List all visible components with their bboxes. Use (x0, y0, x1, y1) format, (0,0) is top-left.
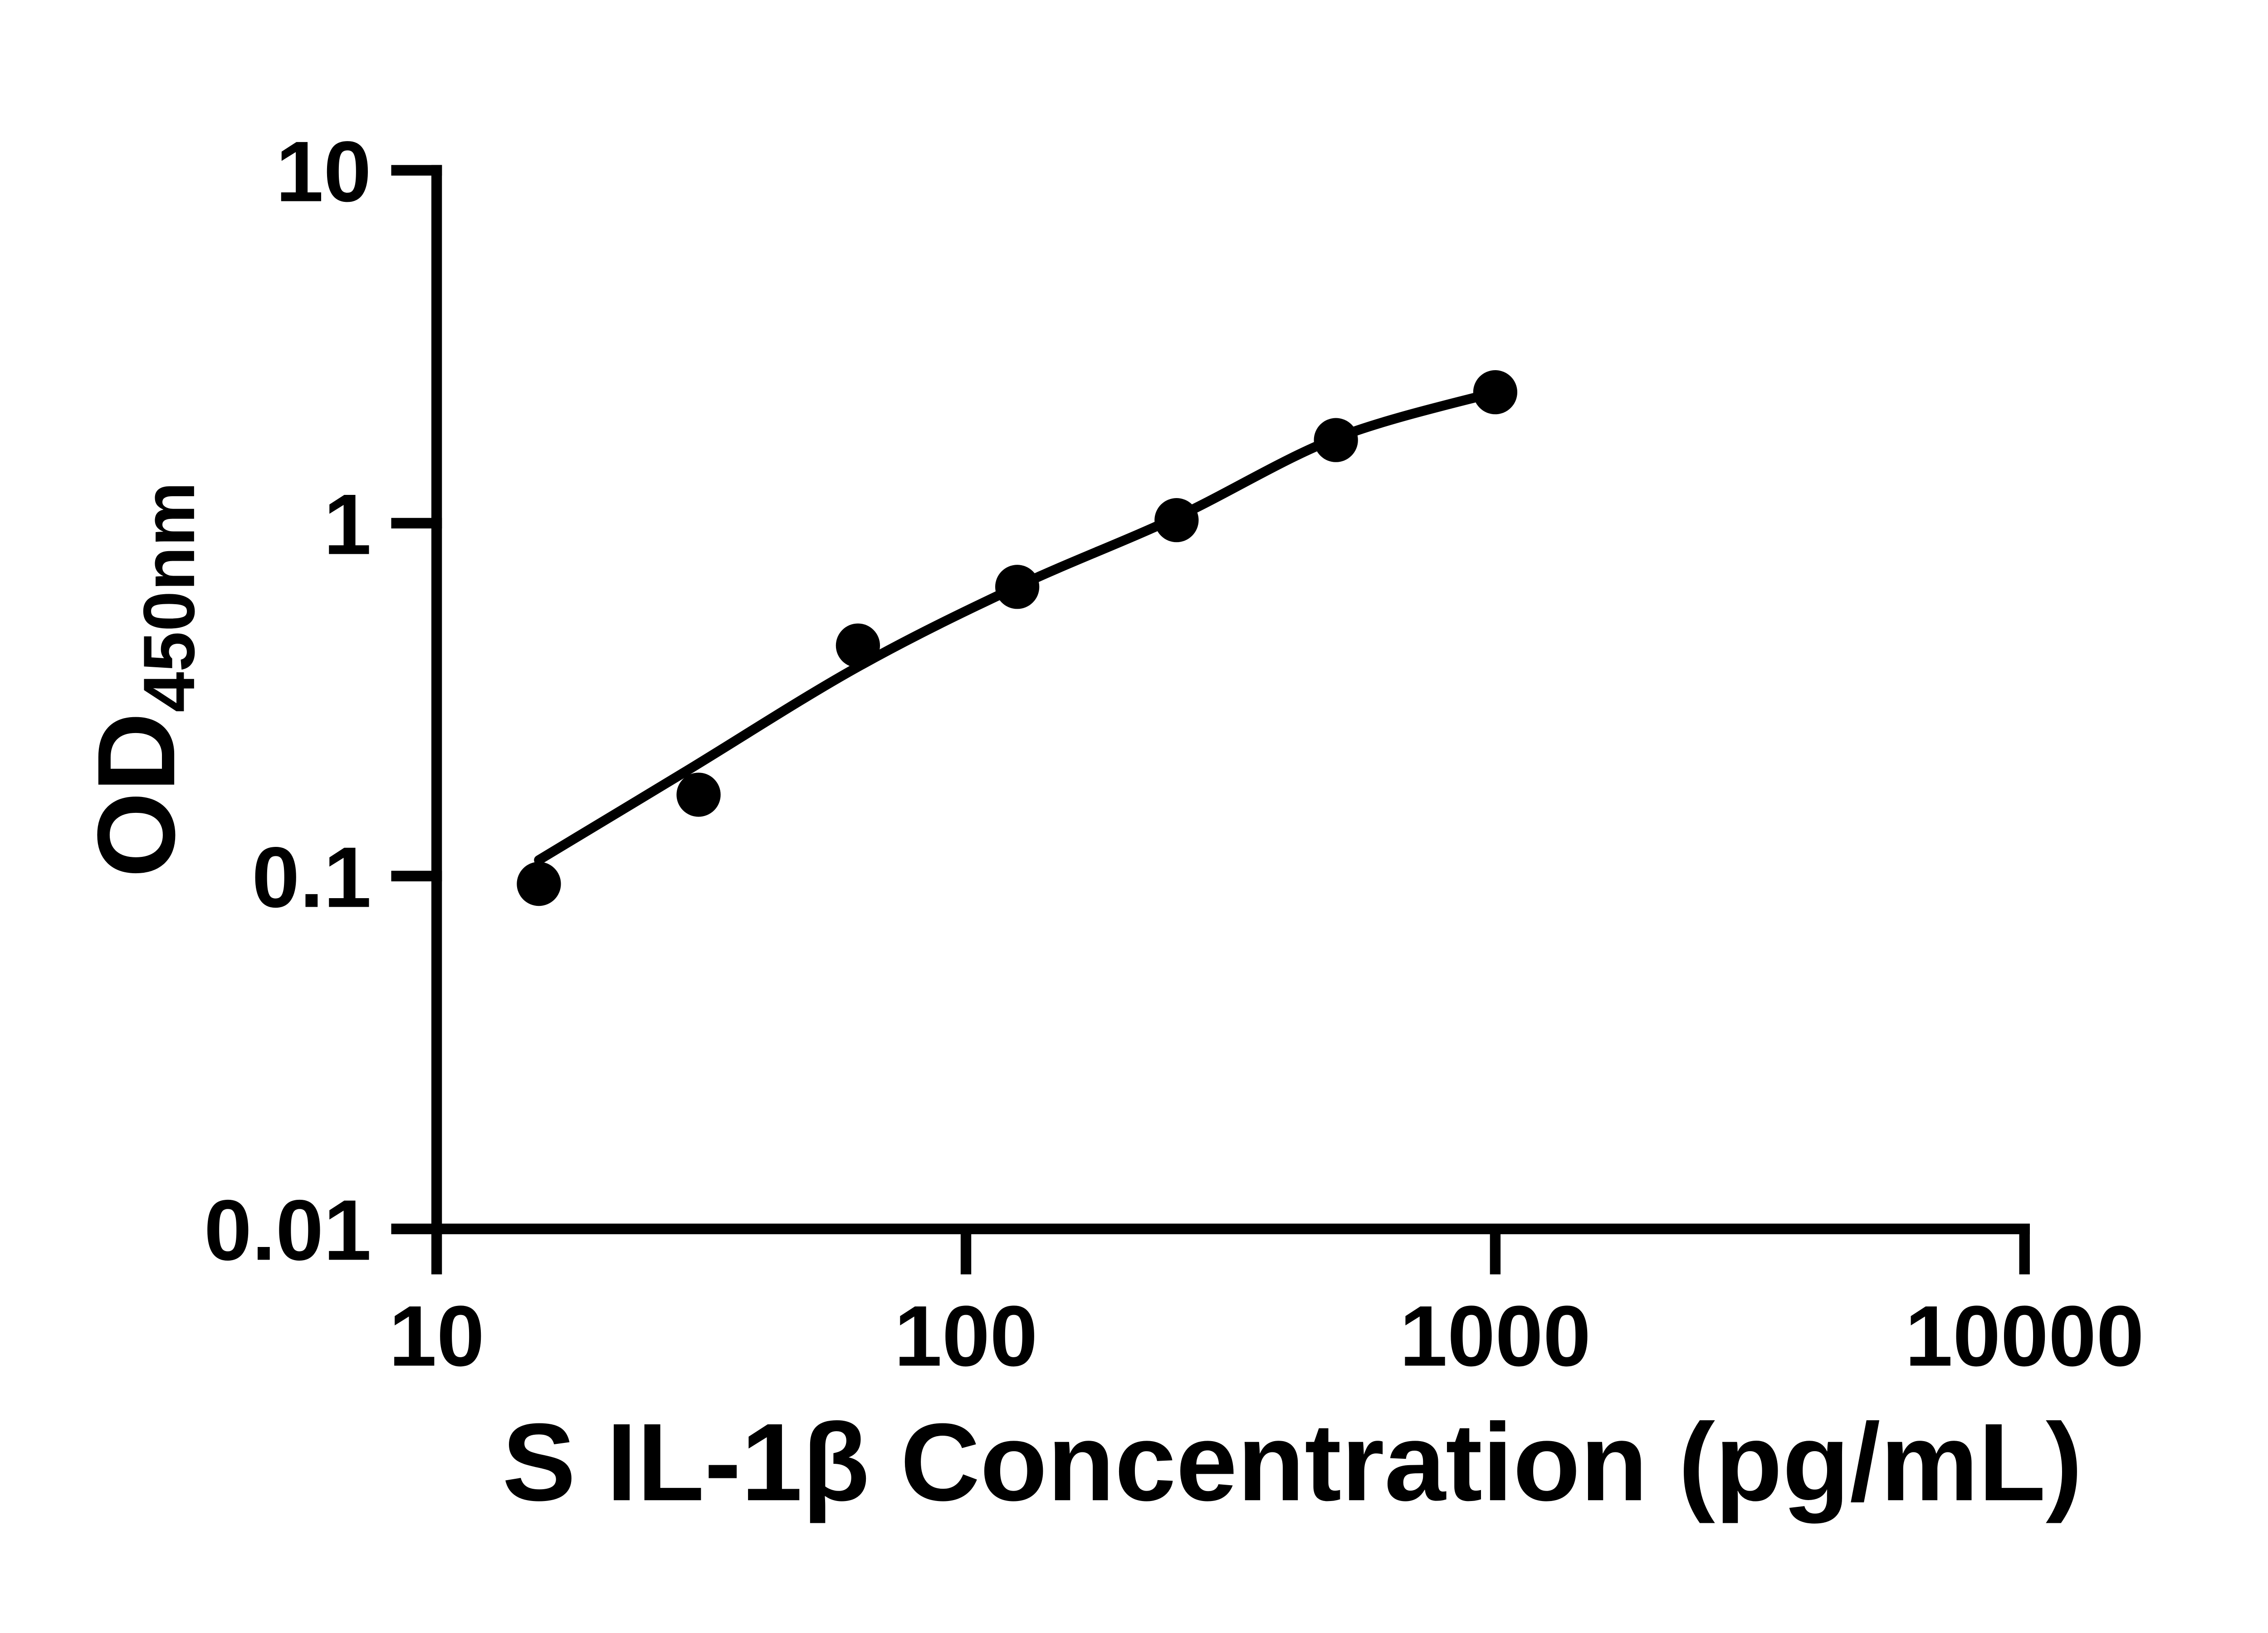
data-point-marker (995, 565, 1040, 609)
y-tick-label: 0.01 (204, 1182, 371, 1278)
data-point-marker (1314, 418, 1358, 462)
y-tick-label: 1 (323, 476, 371, 572)
y-axis-title-main: OD (74, 712, 198, 878)
y-axis-title-subscript: 450nm (128, 482, 210, 712)
series-layer (517, 370, 1518, 906)
data-point-marker (517, 861, 561, 906)
ticks-layer (391, 165, 2030, 1275)
data-point-marker (836, 623, 880, 668)
data-point-marker (1154, 498, 1199, 543)
x-tick-label: 10 (389, 1288, 484, 1384)
x-axis-title: S IL-1β Concentration (pg/mL) (502, 1400, 2082, 1524)
x-tick-label: 10000 (1905, 1288, 2144, 1384)
x-tick-label: 100 (894, 1288, 1037, 1384)
y-axis-title: OD450nm (74, 482, 210, 878)
data-point-marker (676, 772, 721, 817)
y-tick-label: 10 (276, 124, 371, 220)
axes-layer (431, 165, 2030, 1234)
data-point-marker (1473, 370, 1518, 415)
x-tick-label: 1000 (1399, 1288, 1591, 1384)
y-tick-label: 0.1 (252, 829, 371, 925)
